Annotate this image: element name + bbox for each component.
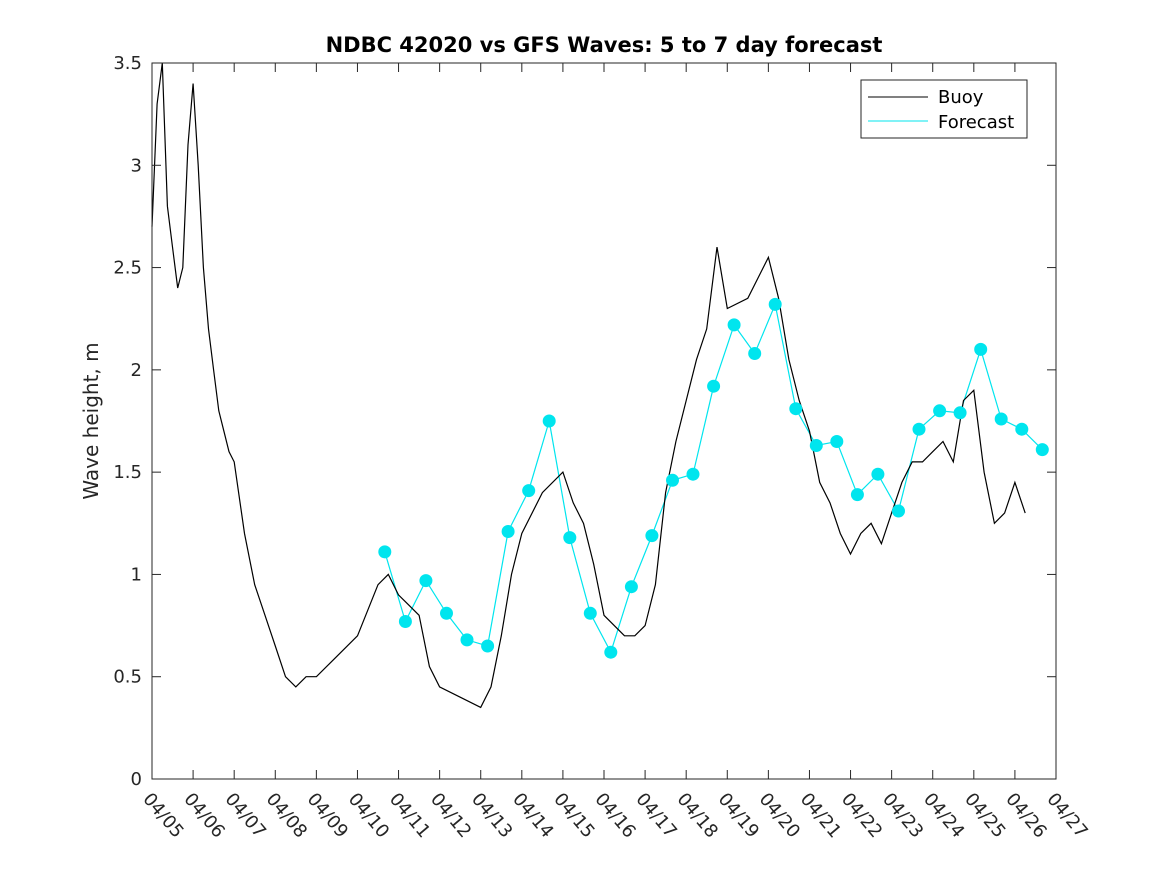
x-tick-label: 04/20 (755, 789, 804, 842)
forecast-point (1015, 422, 1029, 436)
x-tick-label: 04/23 (878, 789, 927, 842)
forecast-point (892, 504, 905, 518)
buoy-series-line (151, 62, 1026, 709)
x-tick-label: 04/27 (1042, 789, 1091, 842)
legend-buoy-label: Buoy (938, 87, 984, 108)
forecast-point (707, 379, 721, 393)
x-tick-label: 04/12 (426, 789, 475, 842)
x-tick-label: 04/19 (714, 789, 763, 842)
x-tick-label: 04/06 (179, 789, 228, 842)
forecast-point (624, 580, 638, 594)
x-tick-label: 04/15 (549, 789, 598, 842)
x-tick-label: 04/17 (631, 789, 680, 842)
y-tick-label: 2.5 (113, 258, 142, 279)
forecast-point (419, 574, 433, 588)
forecast-point (583, 606, 597, 620)
y-tick-label: 2 (131, 360, 142, 381)
x-tick-label: 04/11 (385, 789, 434, 842)
x-tick-label: 04/14 (508, 789, 557, 842)
legend: Buoy Forecast (860, 79, 1028, 139)
y-tick-label: 0 (131, 769, 142, 790)
buoy-line (151, 62, 1026, 709)
forecast-point (481, 639, 495, 653)
legend-forecast-label: Forecast (938, 112, 1014, 133)
forecast-point (974, 342, 988, 356)
forecast-point (522, 484, 536, 498)
forecast-point (398, 615, 412, 628)
forecast-point (830, 435, 844, 448)
forecast-points (378, 297, 1049, 659)
forecast-point (953, 406, 967, 420)
x-tick-label: 04/05 (138, 789, 187, 842)
forecast-point (645, 529, 659, 543)
y-axis: 0 0.5 1 1.5 2 2.5 3 3.5 (113, 53, 1056, 790)
y-tick-label: 1 (131, 564, 142, 585)
x-tick-label: 04/09 (303, 789, 352, 842)
x-tick-label: 04/18 (673, 789, 722, 842)
forecast-point (542, 414, 556, 428)
forecast-point (440, 606, 453, 620)
x-tick-label: 04/25 (960, 789, 1009, 842)
forecast-point (768, 297, 782, 311)
forecast-point (460, 633, 474, 647)
forecast-point (994, 412, 1008, 426)
y-axis-label: Wave height, m (79, 342, 103, 499)
forecast-point (727, 318, 741, 332)
x-tick-label: 04/08 (262, 789, 311, 842)
y-tick-label: 0.5 (113, 667, 142, 688)
plot-background (152, 63, 1056, 779)
x-tick-label: 04/07 (221, 789, 270, 842)
forecast-point (686, 467, 700, 481)
y-tick-label: 3.5 (113, 53, 142, 74)
forecast-point (933, 404, 947, 418)
forecast-point (809, 439, 823, 452)
forecast-point (850, 488, 864, 502)
legend-box (860, 79, 1028, 139)
y-tick-label: 3 (131, 155, 142, 176)
y-tick-label: 1.5 (113, 462, 142, 483)
forecast-point (604, 645, 618, 659)
forecast-point (748, 347, 762, 360)
forecast-point (912, 422, 926, 436)
forecast-point (789, 402, 803, 416)
x-tick-label: 04/10 (344, 789, 393, 842)
x-tick-label: 04/22 (837, 789, 886, 842)
forecast-point (871, 467, 885, 481)
chart-title: NDBC 42020 vs GFS Waves: 5 to 7 day fore… (326, 33, 883, 57)
x-tick-label: 04/26 (1001, 789, 1050, 842)
forecast-point (563, 531, 577, 545)
x-tick-label: 04/21 (796, 789, 845, 842)
forecast-point (666, 473, 679, 487)
x-tick-label: 04/24 (919, 789, 968, 842)
x-tick-label: 04/16 (590, 789, 639, 842)
forecast-point (501, 525, 515, 538)
forecast-point (1035, 443, 1049, 457)
forecast-point (378, 545, 392, 559)
x-tick-label: 04/13 (467, 789, 516, 842)
